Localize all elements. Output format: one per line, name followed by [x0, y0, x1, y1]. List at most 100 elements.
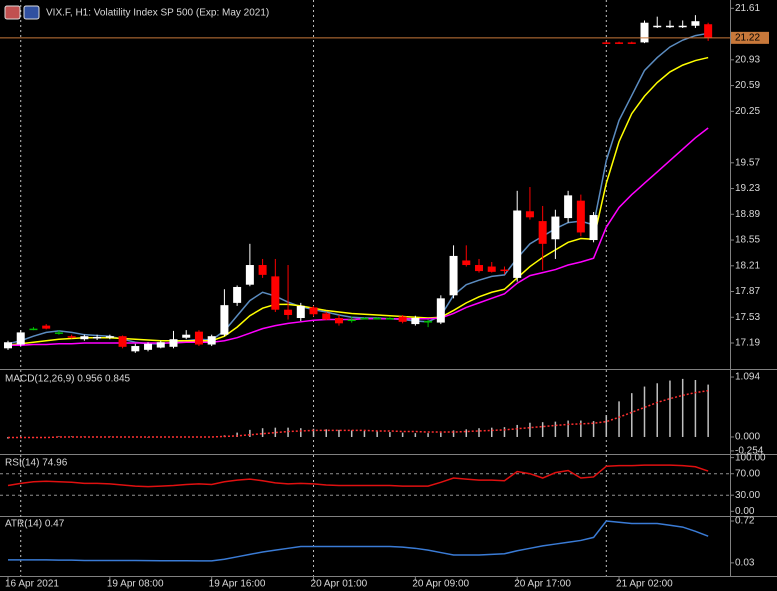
candle-body [233, 286, 242, 303]
indicator-title: MACD(12,26,9) 0.956 0.845 [5, 374, 131, 385]
candle-body [627, 42, 636, 44]
x-tick-label: 16 Apr 2021 [5, 579, 59, 590]
x-tick-label: 20 Apr 17:00 [514, 579, 571, 590]
y-tick-label: 18.89 [735, 209, 760, 220]
candle-body [424, 321, 433, 323]
y-tick-label: 19.57 [735, 157, 760, 168]
candle-body [42, 325, 51, 329]
y-tick-label: 20.93 [735, 54, 760, 65]
candle-body [334, 318, 343, 324]
candle-body [29, 328, 38, 331]
candle-body [67, 336, 76, 338]
candle-body [118, 336, 127, 347]
candle-body [373, 318, 382, 320]
panel: 1.094 0.000 -0.254 [7, 372, 764, 457]
candle-body [538, 221, 547, 244]
x-tick-label: 19 Apr 08:00 [107, 579, 164, 590]
candle-body [602, 42, 611, 44]
panel: 0.72 0.03 [8, 516, 755, 569]
candle-body [525, 211, 534, 218]
candle-body [93, 336, 102, 339]
candle-body [462, 260, 471, 266]
indicator-line [8, 520, 709, 562]
candle-body [220, 305, 229, 335]
candle-body [691, 21, 700, 26]
indicator-title: ATR(14) 0.47 [5, 519, 65, 530]
candle-body [258, 265, 267, 275]
x-tick-label: 20 Apr 01:00 [311, 579, 368, 590]
x-tick-label: 20 Apr 09:00 [412, 579, 469, 590]
candle-body [284, 309, 293, 315]
y-tick-label: 70.00 [735, 468, 760, 479]
candle-body [207, 336, 216, 345]
candle-body [411, 318, 420, 325]
y-tick-label: 17.19 [735, 338, 760, 349]
icon[interactable] [23, 5, 40, 20]
y-tick-label: 17.53 [735, 312, 760, 323]
candle-body [271, 276, 280, 310]
y-tick-label: 18.21 [735, 260, 760, 271]
candle-body [347, 319, 356, 322]
x-tick-label: 19 Apr 16:00 [209, 579, 266, 590]
candle-body [169, 339, 178, 347]
last-price-label: 21.22 [735, 33, 760, 44]
candle-body [80, 336, 89, 340]
symbol-icons [4, 5, 40, 20]
y-tick-label: -0.254 [735, 446, 764, 457]
y-tick-label: 100.00 [735, 452, 766, 463]
last-price-box [731, 31, 769, 44]
candle-body [131, 346, 140, 352]
candle-body [360, 318, 369, 320]
candle-body [653, 25, 662, 28]
candle-body [309, 307, 318, 315]
candle-body [640, 22, 649, 43]
panel: 17.19 17.53 17.87 18.21 18.55 18.89 19.23 19.57… [0, 0, 769, 576]
y-tick-label: 19.23 [735, 183, 760, 194]
candle-body [704, 24, 713, 38]
y-tick-label: 0.000 [735, 432, 760, 443]
chart-title: VIX.F, H1: Volatility Index SP 500 (Exp:… [46, 8, 269, 19]
indicator-line [7, 464, 709, 488]
candle-body [385, 318, 394, 320]
y-tick-label: 20.25 [735, 106, 760, 117]
candle-body [513, 210, 522, 278]
candle-body [156, 342, 165, 348]
panel: 100.00 70.00 30.00 0.00 [0, 452, 766, 517]
y-tick-label: 1.094 [735, 372, 760, 383]
candle-body [576, 200, 585, 233]
y-tick-label: 17.87 [735, 286, 760, 297]
y-tick-label: 0.72 [735, 516, 755, 527]
candle-body [105, 336, 114, 338]
y-tick-label: 18.55 [735, 235, 760, 246]
x-tick-label: 21 Apr 02:00 [616, 579, 673, 590]
y-tick-label: 0.03 [735, 558, 755, 569]
candle-body [487, 266, 496, 272]
y-tick-label: 30.00 [735, 490, 760, 501]
candle-body [500, 269, 509, 272]
candle-body [449, 255, 458, 296]
candle-body [54, 332, 63, 334]
candle-body [564, 195, 573, 219]
candle-body [194, 331, 203, 345]
y-tick-label: 0.00 [735, 506, 755, 517]
y-tick-label: 21.61 [735, 3, 760, 14]
candle-body [589, 215, 598, 241]
candle-body [398, 316, 407, 322]
candle-body [551, 216, 560, 240]
icon[interactable] [4, 5, 21, 20]
candle-body [296, 305, 305, 319]
candle-body [322, 313, 331, 320]
signal-line [8, 389, 709, 439]
candle-body [144, 343, 153, 350]
candle-body [182, 334, 191, 338]
candle-body [615, 42, 624, 44]
candle-body [678, 25, 687, 28]
candle-body [245, 265, 254, 285]
candle-body [665, 25, 674, 28]
indicator-title: RSI(14) 74.96 [5, 458, 68, 469]
candle-body [4, 342, 12, 349]
candle-body [16, 332, 25, 345]
